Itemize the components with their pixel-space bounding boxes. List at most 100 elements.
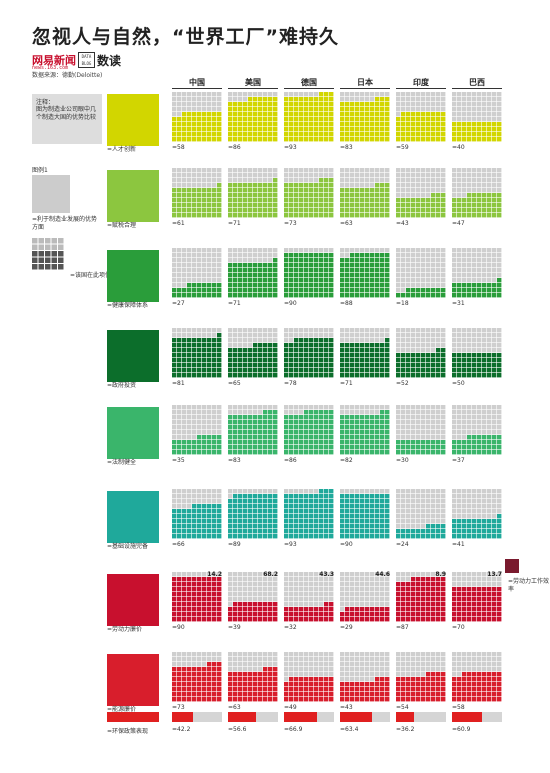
unit-cell-empty <box>187 425 191 429</box>
unit-cell-filled <box>319 253 323 257</box>
unit-cell-filled <box>289 617 293 621</box>
unit-cell-filled <box>253 430 257 434</box>
unit-cell-filled <box>340 450 344 454</box>
unit-cell-empty <box>314 592 318 596</box>
unit-cell-filled <box>314 410 318 414</box>
unit-cell-filled <box>192 368 196 372</box>
unit-cell-filled <box>177 127 181 131</box>
unit-cell-filled <box>248 97 252 101</box>
unit-cell-filled <box>355 293 359 297</box>
unit-cell-filled <box>258 208 262 212</box>
unit-cell-filled <box>187 440 191 444</box>
unit-cell-filled <box>365 193 369 197</box>
unit-cell-filled <box>441 440 445 444</box>
unit-cell-filled <box>350 263 354 267</box>
unit-cell-filled <box>233 263 237 267</box>
unit-cell-empty <box>482 509 486 513</box>
unit-cell-filled <box>197 132 201 136</box>
unit-cell-empty <box>324 592 328 596</box>
unit-cell-filled <box>238 509 242 513</box>
unit-cell-empty <box>248 173 252 177</box>
unit-cell-filled <box>329 499 333 503</box>
unit-cell-filled <box>462 440 466 444</box>
unit-cell-filled <box>324 607 328 611</box>
unit-cell-empty <box>238 582 242 586</box>
unit-cell-empty <box>345 168 349 172</box>
unit-cell-empty <box>416 107 420 111</box>
unit-cell-filled <box>375 268 379 272</box>
unit-cell-filled <box>233 677 237 681</box>
unit-cell-filled <box>421 288 425 292</box>
unit-cell-filled <box>197 524 201 528</box>
unit-cell-filled <box>243 504 247 508</box>
unit-cell-filled <box>482 368 486 372</box>
unit-cell-filled <box>197 288 201 292</box>
unit-cell-filled <box>380 509 384 513</box>
unit-cell-filled <box>177 353 181 357</box>
unit-cell-filled <box>492 682 496 686</box>
unit-cell-filled <box>268 213 272 217</box>
unit-cell-filled <box>228 132 232 136</box>
unit-cell-filled <box>497 193 501 197</box>
unit-cell-filled <box>360 122 364 126</box>
unit-cell-empty <box>482 494 486 498</box>
unit-cell-filled <box>411 440 415 444</box>
unit-cell-filled <box>345 268 349 272</box>
unit-cell-filled <box>324 112 328 116</box>
unit-cell-empty <box>197 273 201 277</box>
unit-cell-empty <box>273 253 277 257</box>
unit-cell-filled <box>258 494 262 498</box>
unit-cell-filled <box>340 524 344 528</box>
unit-cell-filled <box>273 602 277 606</box>
unit-cell-filled <box>243 607 247 611</box>
unit-cell-empty <box>426 652 430 656</box>
unit-cell-empty <box>492 420 496 424</box>
unit-cell-filled <box>467 534 471 538</box>
unit-cell-empty <box>238 92 242 96</box>
unit-cell-filled <box>385 410 389 414</box>
unit-cell-filled <box>497 597 501 601</box>
unit-cell-filled <box>477 445 481 449</box>
unit-cell-filled <box>487 524 491 528</box>
unit-cell-filled <box>202 587 206 591</box>
unit-cell-filled <box>380 435 384 439</box>
unit-cell-filled <box>228 435 232 439</box>
unit-cell-empty <box>263 582 267 586</box>
unit-cell-filled <box>248 137 252 141</box>
unit-cell-filled <box>457 283 461 287</box>
unit-cell-filled <box>233 509 237 513</box>
unit-cell-empty <box>441 489 445 493</box>
unit-cell-filled <box>401 445 405 449</box>
unit-cell-filled <box>197 514 201 518</box>
unit-cell-empty <box>340 489 344 493</box>
unit-cell-empty <box>355 489 359 493</box>
unit-cell-filled <box>258 612 262 616</box>
unit-cell-empty <box>355 405 359 409</box>
unit-cell-empty <box>268 178 272 182</box>
unit-cell-empty <box>370 672 374 676</box>
unit-cell-empty <box>294 577 298 581</box>
unit-cell-filled <box>289 524 293 528</box>
unit-cell-filled <box>385 534 389 538</box>
unit-cell-filled <box>182 682 186 686</box>
unit-cell-filled <box>350 127 354 131</box>
unit-cell-filled <box>314 127 318 131</box>
unit-cell-filled <box>238 617 242 621</box>
unit-cell-filled <box>431 450 435 454</box>
unit-cell-empty <box>375 489 379 493</box>
unit-cell-filled <box>340 430 344 434</box>
unit-cell-filled <box>228 524 232 528</box>
unit-cell-empty <box>258 662 262 666</box>
unit-cell-filled <box>197 667 201 671</box>
unit-cell-empty <box>268 338 272 342</box>
unit-cell-filled <box>370 288 374 292</box>
unit-cell-empty <box>467 504 471 508</box>
unit-cell-filled <box>487 122 491 126</box>
unit-cell-filled <box>304 509 308 513</box>
unit-cell-empty <box>492 248 496 252</box>
unit-cell-filled <box>197 504 201 508</box>
unit-cell-filled <box>462 592 466 596</box>
unit-cell-filled <box>238 672 242 676</box>
unit-cell-filled <box>233 213 237 217</box>
unit-cell-empty <box>289 248 293 252</box>
